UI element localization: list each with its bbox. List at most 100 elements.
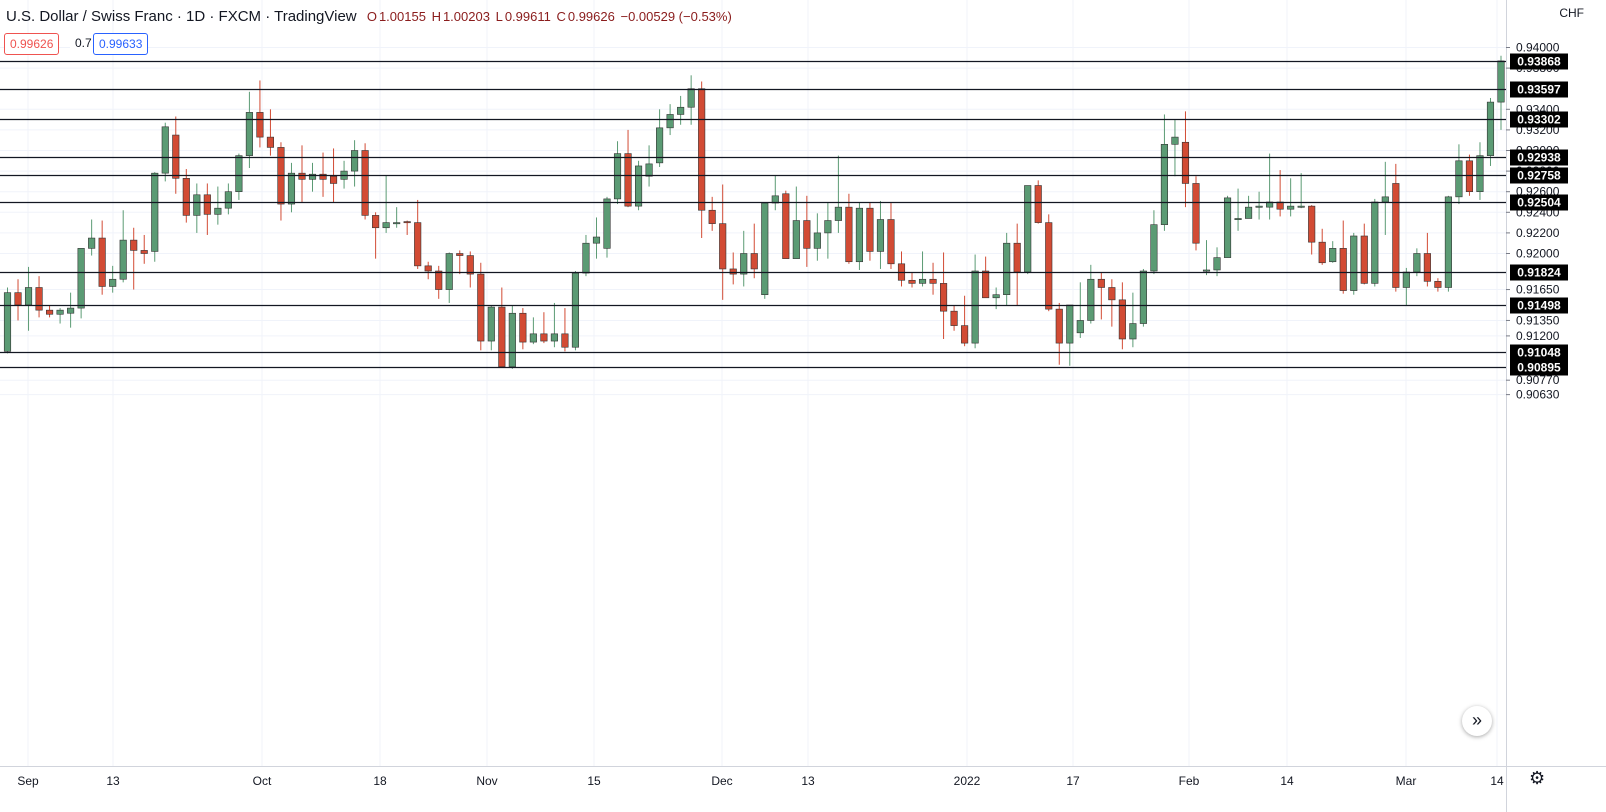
candle-body bbox=[1308, 205, 1316, 243]
candle-body bbox=[1055, 308, 1063, 344]
candle-body bbox=[971, 270, 979, 344]
candle-body bbox=[1350, 235, 1358, 291]
candle-body bbox=[719, 223, 727, 270]
candle-body bbox=[372, 215, 380, 229]
candle-body bbox=[1234, 218, 1242, 220]
high-value: 1.00203 bbox=[442, 9, 490, 24]
open-value: 1.00155 bbox=[378, 9, 426, 24]
x-tick-label: Sep bbox=[17, 774, 39, 788]
candle-body bbox=[1223, 197, 1232, 258]
level-price-label: 0.93868 bbox=[1517, 55, 1561, 69]
high-label: H bbox=[431, 9, 441, 24]
y-tick-label: 0.91650 bbox=[1516, 283, 1560, 297]
candle-body bbox=[456, 253, 464, 256]
candle-body bbox=[613, 153, 622, 200]
candle-body bbox=[677, 106, 685, 115]
level-price-label-bg bbox=[1510, 194, 1568, 211]
candle-body bbox=[182, 178, 190, 216]
x-tick-label: Oct bbox=[253, 774, 272, 788]
ohlc-values: O 1.00155 H 1.00203 L 0.99611 C 0.99626 −0.0… bbox=[367, 9, 734, 24]
candle-body bbox=[161, 126, 169, 174]
candle-body bbox=[1034, 185, 1042, 223]
candle-body bbox=[1160, 144, 1168, 225]
gear-icon[interactable]: ⚙ bbox=[1529, 768, 1546, 788]
candle-body bbox=[266, 136, 275, 148]
candle-body bbox=[1434, 281, 1442, 288]
candle-body bbox=[1339, 248, 1347, 291]
y-tick-label: 0.92000 bbox=[1516, 247, 1560, 261]
candle-body bbox=[487, 306, 495, 342]
candle-body bbox=[24, 287, 33, 306]
candle-body bbox=[1360, 235, 1368, 284]
candle-body bbox=[445, 253, 453, 290]
candle-body bbox=[1287, 205, 1295, 210]
candle-body bbox=[1108, 287, 1116, 301]
level-price-label-bg bbox=[1510, 297, 1568, 314]
level-price-label-bg bbox=[1510, 81, 1568, 98]
candle-body bbox=[1139, 270, 1147, 324]
candle-body bbox=[1455, 160, 1463, 198]
candle-body bbox=[561, 333, 569, 348]
candle-body bbox=[929, 278, 937, 284]
candle-body bbox=[1497, 60, 1505, 103]
level-price-label-bg bbox=[1510, 149, 1568, 166]
candle-body bbox=[803, 220, 811, 249]
level-price-label-bg bbox=[1510, 344, 1568, 361]
candle-body bbox=[130, 239, 138, 251]
candle-body bbox=[1202, 269, 1211, 272]
candle-body bbox=[508, 312, 516, 368]
low-label: L bbox=[495, 9, 503, 24]
candle-body bbox=[98, 237, 106, 287]
candle-body bbox=[592, 236, 601, 244]
candle-body bbox=[382, 222, 390, 229]
candle-body bbox=[792, 220, 800, 259]
candle-body bbox=[834, 206, 842, 221]
candle-body bbox=[414, 222, 422, 267]
candle-body bbox=[172, 134, 180, 179]
candle-body bbox=[1402, 271, 1410, 288]
candle-body bbox=[519, 312, 527, 343]
x-tick-label: 14 bbox=[1280, 774, 1294, 788]
candle-body bbox=[708, 209, 716, 224]
buy-price-button[interactable]: 0.99633 bbox=[93, 33, 149, 55]
x-tick-label: Nov bbox=[476, 774, 497, 788]
candle-body bbox=[634, 165, 643, 207]
candle-body bbox=[1486, 101, 1495, 156]
candle-body bbox=[477, 273, 485, 342]
candle-body bbox=[393, 222, 401, 225]
double-chevron-right-icon[interactable]: » bbox=[1462, 706, 1492, 736]
candle-body bbox=[1371, 201, 1379, 284]
y-tick-label: 0.94000 bbox=[1516, 41, 1560, 55]
candle-body bbox=[1476, 155, 1484, 192]
candle-body bbox=[1423, 253, 1431, 282]
candle-body bbox=[298, 172, 306, 180]
candle-body bbox=[1413, 253, 1421, 273]
candle-body bbox=[761, 202, 769, 295]
candle-body bbox=[56, 309, 64, 315]
sell-price-button[interactable]: 0.99626 bbox=[4, 33, 60, 55]
candle-body bbox=[992, 294, 1000, 299]
candle-body bbox=[1192, 183, 1200, 244]
level-price-label: 0.93597 bbox=[1517, 83, 1561, 97]
candle-body bbox=[550, 333, 558, 342]
symbol-title: U.S. Dollar / Swiss Franc · 1D · FXCM · … bbox=[6, 8, 357, 25]
candle-body bbox=[151, 172, 159, 252]
level-price-label: 0.91824 bbox=[1517, 266, 1561, 280]
candle-body bbox=[961, 325, 969, 344]
candle-body bbox=[908, 279, 916, 284]
candle-body bbox=[1465, 160, 1474, 193]
level-price-label-bg bbox=[1510, 167, 1568, 184]
currency-label[interactable]: CHF bbox=[1559, 6, 1584, 20]
candle-body bbox=[529, 333, 537, 343]
candle-body bbox=[624, 153, 632, 207]
close-label: C bbox=[556, 9, 566, 24]
candle-body bbox=[319, 173, 327, 180]
candle-body bbox=[109, 278, 117, 287]
candle-body bbox=[235, 155, 243, 192]
candle-body bbox=[940, 283, 948, 312]
candle-body bbox=[729, 268, 737, 275]
level-price-label: 0.91498 bbox=[1517, 299, 1561, 313]
candle-body bbox=[46, 309, 54, 315]
candle-body bbox=[1150, 224, 1158, 272]
